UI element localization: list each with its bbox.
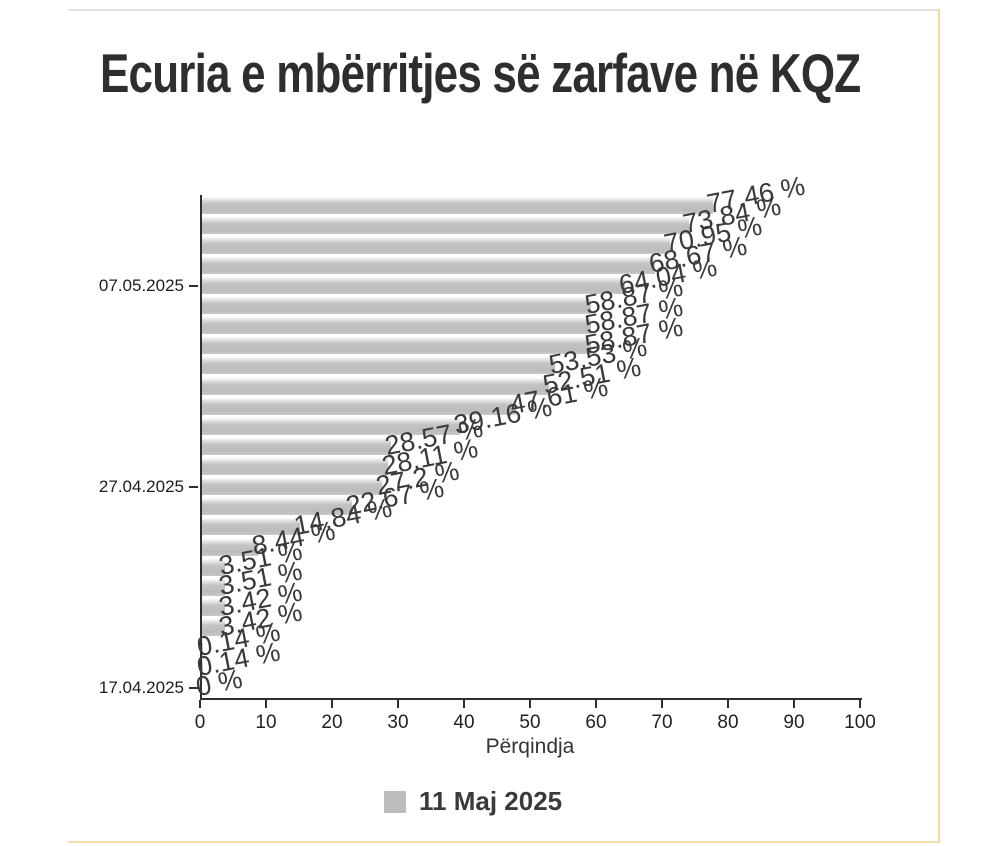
bar <box>202 598 225 616</box>
bar <box>202 216 690 234</box>
x-axis-tick-mark <box>859 700 861 708</box>
bar <box>202 196 714 214</box>
x-axis-tick-label: 90 <box>783 712 805 733</box>
bar <box>202 417 461 435</box>
bar <box>202 256 656 274</box>
bar-row: 68.67 % <box>202 231 862 279</box>
bar <box>202 357 556 375</box>
x-axis-tick-label: 20 <box>321 712 343 733</box>
bar <box>202 297 591 315</box>
bar <box>202 498 352 516</box>
x-axis-tick-label: 50 <box>519 712 541 733</box>
bar-value-label: 0 % <box>193 663 245 702</box>
bar-row: 73.84 % <box>202 191 862 239</box>
bar <box>202 337 591 355</box>
bar-row: 52.51 % <box>202 352 862 400</box>
x-axis-tick-label: 100 <box>844 712 876 733</box>
x-axis-tick-label: 10 <box>255 712 277 733</box>
y-axis-tick-label: 17.04.2025 <box>98 677 184 697</box>
bar-row: 3.42 % <box>202 576 862 621</box>
x-axis-tick-mark <box>529 700 531 708</box>
x-axis-tick-mark <box>793 700 795 708</box>
bar-row: 0 % <box>193 664 862 702</box>
bar-row: 0.14 % <box>194 616 862 661</box>
bar-row: 58.87 % <box>202 291 862 340</box>
bar-row: 28.11 % <box>202 433 862 481</box>
bar-row: 47.61 % <box>202 372 862 420</box>
x-axis-title: Përqindja <box>485 735 575 758</box>
x-axis-tick-mark <box>727 700 729 708</box>
legend-label: 11 Maj 2025 <box>419 786 563 816</box>
bar <box>202 437 391 455</box>
bar <box>202 236 671 254</box>
x-axis-tick-label: 30 <box>387 712 409 733</box>
x-axis-tick-mark <box>265 700 267 708</box>
x-axis-tick-mark <box>331 700 333 708</box>
bar <box>202 458 388 476</box>
bar <box>202 659 203 677</box>
card-right-border <box>938 9 940 843</box>
bar-row: 70.95 % <box>202 211 862 259</box>
y-axis-tick-mark <box>189 485 198 488</box>
y-axis-tick-mark <box>189 284 198 287</box>
bar-row: 3.51 % <box>202 536 862 581</box>
x-axis-tick-label: 40 <box>453 712 475 733</box>
card-top-border <box>68 9 940 11</box>
bar-row: 77.46 % <box>202 171 862 219</box>
legend: 11 Maj 2025 <box>384 786 562 817</box>
x-axis-tick-label: 0 <box>194 712 206 733</box>
bar <box>202 397 517 415</box>
bar-row: 8.44 % <box>202 516 862 561</box>
chart-title: Ecuria e mbërritjes së zarfave në KQZ <box>100 42 861 104</box>
x-axis-tick-mark <box>199 700 201 708</box>
legend-swatch-icon <box>384 790 406 813</box>
bar-row: 53.53 % <box>202 332 862 380</box>
y-axis-tick-label: 07.05.2025 <box>98 275 184 295</box>
bar-row: 14.84 % <box>202 493 862 541</box>
y-axis-tick-mark <box>189 686 198 689</box>
bar <box>202 639 203 657</box>
bar-row: 3.42 % <box>202 596 862 642</box>
bar <box>202 619 225 637</box>
bar <box>202 578 226 596</box>
bar-row: 0.14 % <box>194 636 862 681</box>
bar <box>202 377 549 395</box>
x-axis-tick-label: 70 <box>651 712 673 733</box>
bar-row: 39.16 % <box>202 392 862 440</box>
bar-row: 58.87 % <box>202 271 862 320</box>
bar <box>202 518 300 536</box>
bar-row: 3.51 % <box>202 556 862 601</box>
x-axis-tick-mark <box>595 700 597 708</box>
bar-row: 22.67 % <box>202 473 862 521</box>
bar-row: 28.57 % <box>202 412 862 461</box>
bar <box>202 276 625 294</box>
x-axis-tick-mark <box>463 700 465 708</box>
card-bottom-border <box>68 841 940 843</box>
bar <box>202 478 382 496</box>
x-axis-tick-label: 80 <box>717 712 739 733</box>
bar-row: 64.04 % <box>202 251 862 300</box>
x-axis-tick-label: 60 <box>585 712 607 733</box>
bar <box>202 538 258 556</box>
plot-area: 77.46 % 73.84 % 70.95 % 68.67 % 64.04 % 58.87… <box>193 171 862 702</box>
y-axis-tick-label: 27.04.2025 <box>98 476 184 496</box>
x-axis-tick-mark <box>661 700 663 708</box>
bar <box>202 317 591 335</box>
bar <box>202 558 226 576</box>
bar-row: 27.2 % <box>202 455 862 501</box>
bar-row: 58.87 % <box>202 312 862 360</box>
x-axis-tick-mark <box>397 700 399 708</box>
